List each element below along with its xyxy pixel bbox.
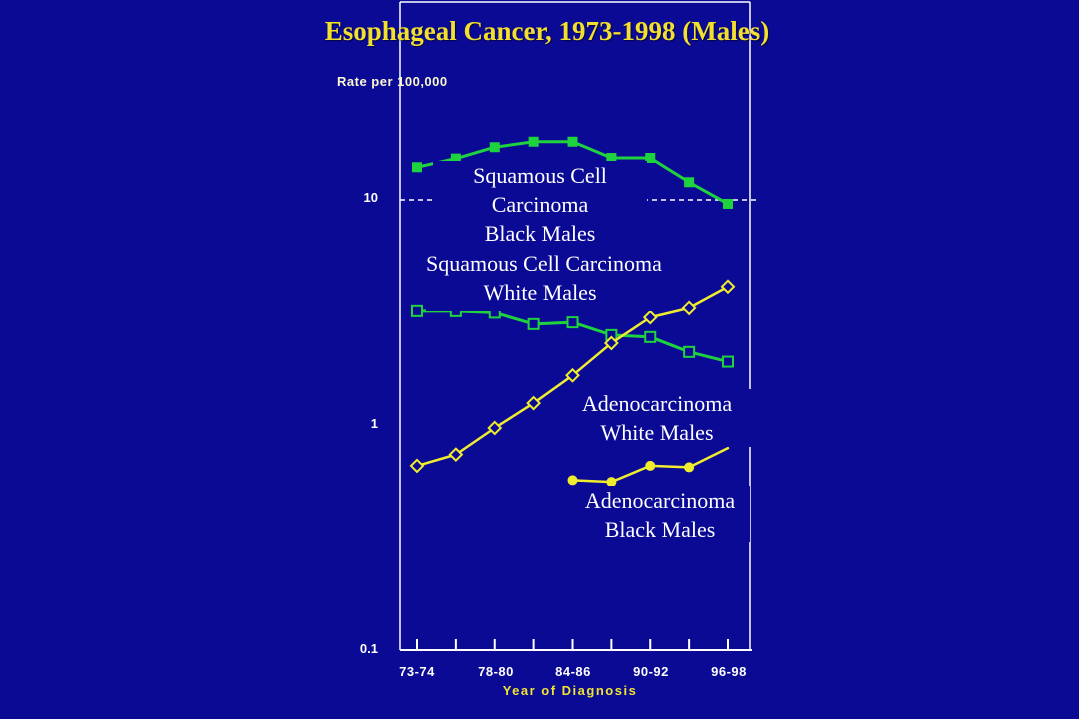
annotation-line: Black Males [604, 517, 716, 542]
annotation-line: White Males [600, 420, 714, 445]
annotation-line: Carcinoma [491, 192, 589, 217]
y-tick-label-0-1: 0.1 [359, 641, 378, 656]
annotation-scc-black-males: Squamous Cell Carcinoma Black Males [433, 161, 647, 247]
y-axis-caption: Rate per 100,000 [337, 74, 448, 89]
x-tick-label-96-98: 96-98 [711, 664, 747, 679]
x-axis-title: Year of Diagnosis [502, 683, 638, 698]
annotation-line: Adenocarcinoma [581, 391, 733, 416]
annotation-line: Black Males [484, 221, 596, 246]
x-tick-label-73-74: 73-74 [399, 664, 435, 679]
annotation-scc-white-males: Squamous Cell Carcinoma White Males [426, 249, 662, 311]
y-tick-label-1: 1 [370, 416, 378, 431]
annotation-line: Adenocarcinoma [584, 488, 736, 513]
annotation-line: Squamous Cell Carcinoma [426, 251, 662, 276]
annotation-line: Squamous Cell [473, 163, 607, 188]
y-tick-label-10: 10 [363, 190, 378, 205]
x-tick-label-84-86: 84-86 [555, 664, 591, 679]
annotation-line: White Males [483, 280, 597, 305]
annotation-adeno-black-males: Adenocarcinoma Black Males [570, 486, 750, 542]
annotation-adeno-white-males: Adenocarcinoma White Males [563, 389, 751, 447]
x-tick-label-78-80: 78-80 [478, 664, 514, 679]
x-tick-label-90-92: 90-92 [633, 664, 669, 679]
slide-title: Esophageal Cancer, 1973-1998 (Males) [324, 16, 770, 46]
